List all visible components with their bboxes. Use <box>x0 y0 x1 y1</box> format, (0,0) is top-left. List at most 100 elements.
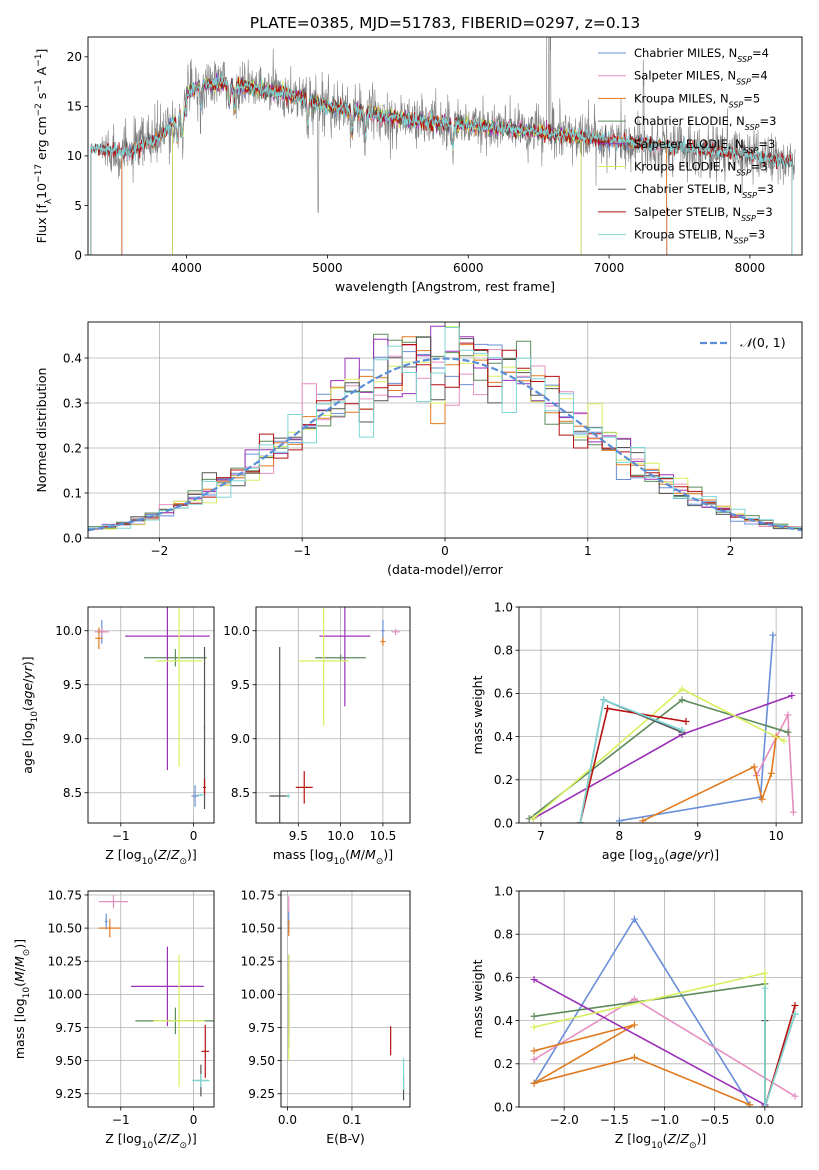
errbar-kroupa-miles <box>98 918 121 938</box>
mass_vs_Z-ytick-label: 10.25 <box>48 955 82 969</box>
residuals-legend: 𝒩(0, 1) <box>700 335 786 350</box>
weight_vs_Z-ylabel: mass weight <box>470 959 485 1038</box>
weight_vs_Z-ytick-label: 0.8 <box>494 928 513 942</box>
marker-kroupa-stelib <box>791 1010 799 1018</box>
mass_vs_Z-plot-area <box>98 894 214 1097</box>
mass_vs_Z-ytick-label: 9.75 <box>55 1021 82 1035</box>
line-chabrier-elodie <box>533 982 766 1107</box>
spectrum-xtick-label: 6000 <box>453 261 484 275</box>
weight_vs_Z-xtick-label: −1.0 <box>650 1113 679 1127</box>
mass_vs_ebv-xtick-label: 0.0 <box>278 1113 297 1127</box>
age_vs_mass-grid <box>256 607 410 823</box>
mass_vs_ebv-axes: 0.0 0.1 9.25 9.50 9.75 10.00 10.25 10.50 10.75 E(… <box>241 888 411 1146</box>
residuals-xtick-label: −1 <box>293 544 311 558</box>
mass_vs_ebv-xlabel-part: E(B-V) <box>326 1131 365 1146</box>
legend-sub: SSP <box>742 191 757 200</box>
mass_vs_ebv-ytick-label: 10.75 <box>241 888 275 902</box>
errbar-salpeter-elodie <box>319 607 371 707</box>
marker-kroupa-elodie <box>530 1023 538 1031</box>
legend-name: Chabrier MILES, N <box>634 46 737 60</box>
legend-name: Kroupa ELODIE, N <box>634 160 736 174</box>
spectrum-line-salpeter-stelib <box>90 76 793 255</box>
weight_vs_age-ytick-label: 1.0 <box>494 600 513 614</box>
weight_vs_age-xlabel-part: 10 <box>653 857 665 867</box>
legend-name: Chabrier STELIB, N <box>634 182 742 196</box>
residuals-ylabel-part: Normed distribution <box>34 368 49 493</box>
marker-kroupa-miles <box>530 1047 538 1055</box>
age_vs_Z-xlabel: Z [log10(Z/Z⊙)] <box>105 847 197 867</box>
mass_vs_ebv-frame <box>280 890 411 1108</box>
mass_vs_Z-ylabel-part: M <box>12 956 27 967</box>
residuals-ytick-label: 0.0 <box>63 531 82 545</box>
weight_vs_age-ytick-label: 0.0 <box>494 816 513 830</box>
weight_vs_Z-xtick-label: −0.5 <box>700 1113 729 1127</box>
legend-name: Chabrier ELODIE, N <box>634 114 745 128</box>
mass_vs_Z-xtick-label: −1 <box>112 1113 130 1127</box>
weight_vs_age-ylabel-part: mass weight <box>470 675 485 754</box>
marker-kroupa-miles <box>767 769 775 777</box>
marker-salpeter-miles <box>791 1092 799 1100</box>
line-salpeter-elodie <box>533 978 766 1106</box>
spectrum-xlabel: wavelength [Angstrom, rest frame] <box>335 279 555 294</box>
spectrum-ytick-label: 0 <box>74 248 82 262</box>
legend-nssp: =4 <box>751 69 768 83</box>
mass_vs_Z-xlabel-part: Z [log <box>105 1131 141 1146</box>
mass_vs_Z-ytick-label: 9.50 <box>55 1054 82 1068</box>
legend-sub: SSP <box>736 168 751 177</box>
weight_vs_age-ytick-label: 0.4 <box>494 730 513 744</box>
age_vs_Z-axes: −1 08.59.09.510.0Z [log10(Z/Z⊙)]age [log1… <box>20 606 215 867</box>
spectrum-ylabel-part: A <box>34 66 49 79</box>
legend-sub: SSP <box>734 236 749 245</box>
age_vs_Z-ylabel-part: )] <box>20 656 35 666</box>
weight_vs_Z-ylabel-part: mass weight <box>470 959 485 1038</box>
line-salpeter-elodie <box>532 694 793 820</box>
weight_vs_Z-xlabel-part: / <box>676 1131 681 1146</box>
series-salpeter-stelib <box>576 705 690 823</box>
age_vs_Z-xlabel-part: )] <box>187 847 197 862</box>
spectrum-ylabel-part: Flux [f <box>34 204 49 244</box>
residuals-xtick-label: 2 <box>727 544 735 558</box>
spectrum-ytick-label: 10 <box>67 149 82 163</box>
residuals-xtick-label: 1 <box>584 544 592 558</box>
spectrum-ylabel: Flux [fλ10−17 erg cm−2 s−1 A−1] <box>34 49 54 244</box>
weight_vs_Z-xtick-label: −2.0 <box>550 1113 579 1127</box>
legend-sub: SSP <box>736 77 751 86</box>
marker-kroupa-miles <box>758 795 766 803</box>
age_vs_Z-xlabel-part: Z <box>157 847 167 862</box>
mass_vs_Z-xtick-label: 0 <box>190 1113 198 1127</box>
age_vs_Z-xlabel-part: ⊙ <box>179 857 187 867</box>
age_vs_Z-ytick-label: 9.5 <box>63 678 82 692</box>
marker-salpeter-stelib <box>604 705 612 713</box>
residuals-ytick-label: 0.3 <box>63 396 82 410</box>
series-chabrier-elodie <box>525 696 792 823</box>
errbar-kroupa-elodie <box>153 954 205 1088</box>
legend-entry-normal: 𝒩(0, 1) <box>740 335 786 350</box>
mass_vs_Z-ytick-label: 10.50 <box>48 921 82 935</box>
series-chabrier-miles <box>615 631 777 823</box>
age_vs_mass-xlabel-part: mass [log <box>273 847 334 862</box>
age_vs_Z-xlabel-part: ( <box>153 847 158 862</box>
line-chabrier-miles <box>619 635 774 822</box>
legend-nssp: =3 <box>757 182 774 196</box>
errbar-salpeter-elodie <box>130 946 204 1027</box>
age_vs_Z-plot-area <box>94 607 210 809</box>
errbar-salpeter-miles <box>98 894 129 909</box>
legend-name: Salpeter STELIB, N <box>634 205 741 219</box>
weight_vs_age-xlabel-part: yr <box>696 847 710 862</box>
mass_vs_Z-ylabel: mass [log10(M/M⊙)] <box>12 939 32 1059</box>
residuals-xtick-label: 0 <box>441 544 449 558</box>
series-salpeter-miles <box>530 995 799 1100</box>
weight_vs_Z-xlabel-part: )] <box>696 1131 706 1146</box>
series-kroupa-stelib <box>761 984 799 1107</box>
figure-title: PLATE=0385, MJD=51783, FIBERID=0297, z=0… <box>250 14 640 32</box>
spectrum-ylabel-part: −2 <box>34 103 44 116</box>
weight_vs_age-xlabel-part: age <box>669 847 693 862</box>
marker-kroupa-miles <box>630 1021 638 1029</box>
weight_vs_Z-xlabel-part: Z [log <box>615 1131 651 1146</box>
age_vs_Z-grid <box>88 607 214 823</box>
legend-entry-salpeter-elodie: Salpeter ELODIE, NSSP=3 <box>634 137 775 155</box>
marker-chabrier-miles <box>615 817 623 823</box>
errbar-salpeter-stelib <box>295 771 313 804</box>
